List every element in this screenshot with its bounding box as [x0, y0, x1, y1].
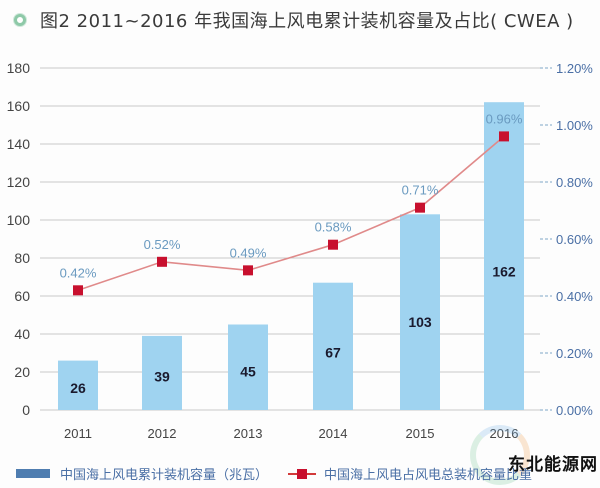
bar-series [58, 102, 524, 410]
left-axis-ticks: 0 20 40 60 80 100 120 140 160 180 [7, 60, 31, 418]
x-tick-label: 2012 [148, 426, 177, 441]
bar-2015 [400, 214, 440, 410]
bar-2014 [313, 282, 353, 410]
left-tick-label: 180 [7, 60, 31, 76]
left-tick-label: 140 [7, 136, 31, 152]
line-value-label: 0.71% [402, 183, 439, 198]
bar-value-label: 162 [492, 263, 516, 279]
line-series [73, 131, 509, 296]
bar-2012 [142, 335, 182, 410]
bar-value-label: 26 [70, 380, 86, 396]
right-tick-label: 1.20% [556, 61, 593, 76]
legend-bar-label: 中国海上风电累计装机容量（兆瓦） [60, 468, 269, 483]
left-tick-label: 60 [14, 288, 30, 304]
left-tick-label: 20 [14, 364, 30, 380]
grid-lines [40, 67, 540, 411]
line-marker-2012 [157, 256, 167, 267]
line-marker-2014 [328, 239, 338, 250]
x-tick-label: 2014 [319, 426, 348, 441]
line-marker-2015 [415, 202, 425, 213]
bar-value-label: 39 [154, 369, 170, 385]
right-tick-label: 0.20% [556, 346, 593, 361]
legend: 中国海上风电累计装机容量（兆瓦） 中国海上风电占风电总装机容量比重 [16, 464, 532, 483]
line-marker-2016 [499, 131, 509, 142]
right-tick-label: 0.80% [556, 175, 593, 190]
line-marker-2011 [73, 285, 83, 296]
right-tick-label: 0.00% [556, 403, 593, 418]
chart-title-row: 图2 2011~2016 年我国海上风电累计装机容量及占比( CWEA ) [14, 7, 574, 33]
bar-value-labels: 26 39 45 67 103 162 [70, 263, 516, 395]
x-tick-label: 2013 [234, 426, 263, 441]
left-tick-label: 120 [7, 174, 31, 190]
left-tick-label: 80 [14, 250, 30, 266]
line-value-label: 0.96% [486, 111, 523, 126]
line-path [77, 135, 505, 292]
bar-2011 [58, 360, 98, 410]
legend-line-swatch-icon [288, 468, 317, 479]
left-tick-label: 40 [14, 326, 30, 342]
line-value-label: 0.42% [60, 265, 97, 280]
line-value-labels: 0.42% 0.52% 0.49% 0.58% 0.71% 0.96% [60, 111, 523, 280]
line-value-label: 0.49% [230, 245, 267, 260]
left-tick-label: 0 [22, 402, 30, 418]
left-tick-label: 100 [7, 212, 31, 228]
bar-value-label: 103 [408, 314, 432, 330]
legend-bar-swatch-icon [16, 469, 50, 478]
x-tick-label: 2011 [64, 426, 92, 441]
bar-value-label: 45 [240, 364, 256, 380]
left-tick-label: 160 [7, 98, 31, 114]
watermark-logo-icon [470, 425, 530, 485]
x-axis-ticks: 2011 2012 2013 2014 2015 2016 [64, 426, 518, 441]
legend-line-label: 中国海上风电占风电总装机容量比重 [324, 468, 533, 483]
line-value-label: 0.58% [315, 220, 352, 235]
right-tick-label: 0.60% [556, 232, 593, 247]
circle-bullet-icon [14, 14, 26, 26]
line-marker-2013 [243, 265, 253, 276]
watermark-text: 东北能源网 [508, 455, 598, 475]
bar-2016 [484, 102, 524, 410]
right-tick-label: 1.00% [556, 118, 593, 133]
right-axis-ticks: 0.00% 0.20% 0.40% 0.60% 0.80% 1.00% 1.20% [540, 61, 593, 418]
chart-title: 图2 2011~2016 年我国海上风电累计装机容量及占比( CWEA ) [40, 11, 574, 32]
bar-2013 [228, 324, 268, 410]
x-tick-label: 2015 [406, 426, 435, 441]
right-tick-label: 0.40% [556, 289, 593, 304]
line-value-label: 0.52% [144, 237, 181, 252]
bar-value-label: 67 [325, 345, 341, 361]
